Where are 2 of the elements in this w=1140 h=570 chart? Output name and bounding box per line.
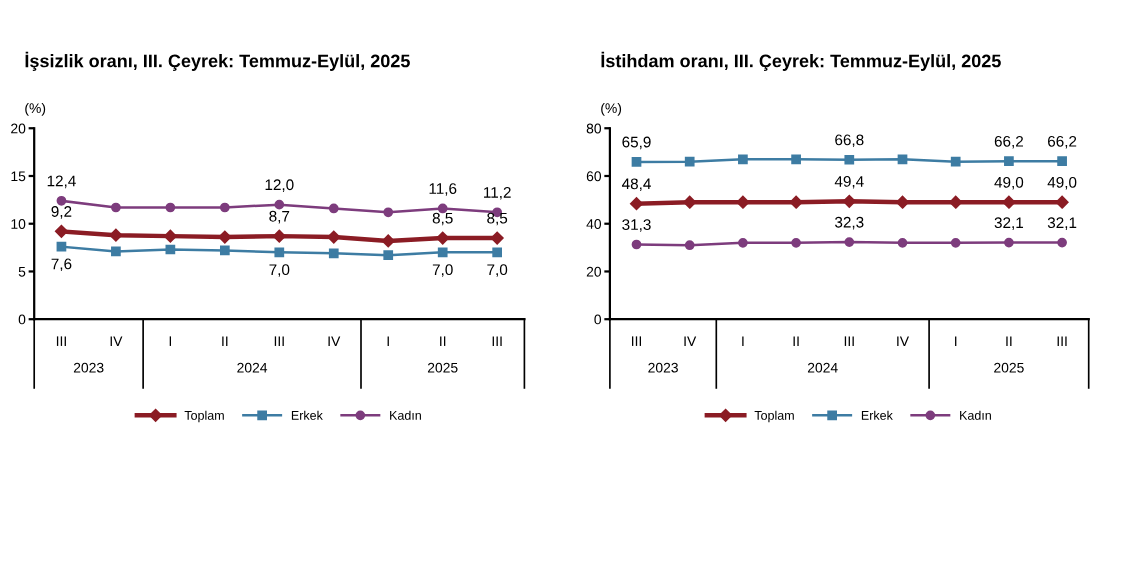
chart-title: İstihdam oranı, III. Çeyrek: Temmuz-Eylül, 2025 [601,51,1001,71]
chart-title: İşsizlik oranı, III. Çeyrek: Temmuz-Eylül, 2025 [25,51,410,71]
